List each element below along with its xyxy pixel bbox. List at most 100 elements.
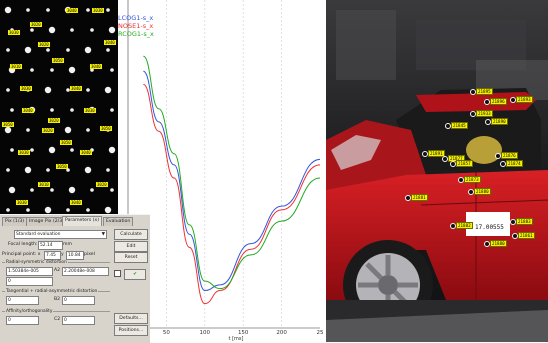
displacement-chart: 50 100 150 200 25 t [ms] LCOG1-s_x NOSE1-s_x…	[118, 0, 326, 342]
target-marker-dot	[405, 195, 411, 201]
target-marker-tag: 21933	[476, 110, 493, 117]
calibration-dot	[68, 66, 76, 74]
marker-tag: 3050	[100, 126, 112, 131]
calibration-dot	[106, 168, 110, 172]
c2-field[interactable]: 0	[62, 316, 95, 325]
x-tick-label: 100	[200, 330, 211, 336]
a3-field[interactable]: 0	[6, 277, 53, 286]
evaluation-select[interactable]: Standard evaluation ▼	[14, 230, 107, 239]
target-marker-tag: 21895	[476, 88, 493, 95]
c1-field[interactable]: 0	[6, 316, 39, 325]
principal-point-y-field[interactable]: 10.84	[66, 251, 84, 260]
marker-tag: 3040	[90, 64, 102, 69]
marker-tag: 3030	[92, 8, 104, 13]
a2-field[interactable]: 2.20048e-008	[62, 267, 109, 276]
tangential-distortion-title: Tangential + radial-asymmetric distortio…	[5, 289, 99, 294]
calibration-dot	[48, 26, 56, 34]
b2-label: B2	[54, 297, 61, 302]
calibration-dot	[86, 208, 90, 212]
calibration-dot	[10, 108, 14, 112]
checkbox[interactable]	[114, 270, 121, 277]
marker-tag: 3040	[70, 200, 82, 205]
calibration-dot	[50, 188, 54, 192]
target-marker-tag: 21882	[456, 222, 473, 229]
calibration-dot	[90, 188, 94, 192]
calibration-dot	[110, 68, 114, 72]
calibration-image: 3040 3030 3020 3010 3050 3040 3030 3040 3020 3030…	[0, 0, 122, 220]
calibration-dot	[106, 48, 110, 52]
apply-check-button[interactable]: ✔	[124, 269, 146, 280]
target-marker-tag: 21874	[506, 160, 523, 167]
defaults-button[interactable]: Defaults...	[114, 313, 148, 324]
tab-pix[interactable]: Pix (1/3)	[2, 217, 28, 226]
calculate-button[interactable]: Calculate	[114, 229, 148, 240]
calibration-target-board	[0, 0, 122, 220]
target-marker-tag: 21857	[456, 160, 473, 167]
edit-button[interactable]: Edit	[114, 241, 148, 252]
tangential-distortion-group: Tangential + radial-asymmetric distortio…	[2, 289, 110, 294]
radial-distortion-group: Radial-symmetric distortion	[2, 260, 110, 265]
target-marker-dot	[495, 153, 501, 159]
b1-field[interactable]: 0	[6, 296, 39, 305]
calibration-dot	[26, 128, 30, 132]
x-axis-label: t [ms]	[229, 336, 244, 342]
legend-item-lcog: LCOG1-s_x	[118, 14, 154, 22]
target-marker-tag: 21873	[464, 176, 481, 183]
target-marker-dot	[510, 97, 516, 103]
target-marker-dot	[450, 161, 456, 167]
marker-tag: 3040	[22, 108, 34, 113]
marker-tag: 3020	[96, 182, 108, 187]
checkmark-icon: ✔	[133, 272, 137, 277]
target-marker-dot	[500, 161, 506, 167]
target-marker-dot	[484, 241, 490, 247]
calibration-dot	[90, 28, 94, 32]
target-marker-dot	[512, 233, 518, 239]
a2-label: A2	[54, 268, 61, 273]
series-line-lcog1-s-x	[142, 70, 321, 292]
calibration-dot	[108, 146, 116, 154]
principal-point-x-field[interactable]: 7.45	[44, 251, 61, 260]
target-marker-dot	[450, 223, 456, 229]
reset-button[interactable]: Reset	[114, 252, 148, 263]
crash-test-photo: 17.00555 21893 21895 21896 21933 21845 21890 2…	[326, 0, 548, 342]
calibration-dot	[106, 8, 110, 12]
calibration-dot	[50, 68, 54, 72]
target-marker-dot	[485, 119, 491, 125]
calibration-dot	[68, 186, 76, 194]
evaluation-select-value: Standard evaluation	[16, 232, 61, 237]
calibration-dot	[6, 88, 10, 92]
marker-tag: 3050	[52, 58, 64, 63]
positions-button[interactable]: Positions...	[114, 325, 148, 336]
target-marker-dot	[470, 89, 476, 95]
marker-tag: 3030	[16, 200, 28, 205]
marker-tag: 3040	[66, 8, 78, 13]
x-tick-label: 200	[276, 330, 287, 336]
target-marker-tag: 21896	[490, 98, 507, 105]
a1-field[interactable]: 1.50384e-005	[6, 267, 53, 276]
marker-tag: 3030	[20, 86, 32, 91]
calibration-dot	[24, 166, 32, 174]
calibration-dot	[46, 48, 50, 52]
target-marker-dot	[484, 99, 490, 105]
tab-image-pix[interactable]: Image Pix (2/3)	[26, 217, 67, 226]
target-marker-tag: 21883	[516, 218, 533, 225]
calibration-dot	[44, 86, 52, 94]
tab-parameters[interactable]: Parameters (x)	[62, 216, 103, 226]
calibration-dot	[86, 128, 90, 132]
calibration-dot	[86, 8, 90, 12]
legend-item-nose: NOSE1-s_x	[118, 22, 154, 30]
target-marker-tag: 21891	[428, 150, 445, 157]
tab-evaluation[interactable]: Evaluation	[103, 217, 134, 226]
focal-length-label: Focal length:	[8, 242, 38, 247]
series-line-rcog1-s-x	[142, 55, 321, 290]
calibration-dot	[6, 48, 10, 52]
target-marker-tag: 21861	[518, 232, 535, 239]
target-marker-tag: 21880	[490, 240, 507, 247]
focal-length-field[interactable]: 52.14	[38, 241, 63, 250]
calibration-dot	[86, 88, 90, 92]
b2-field[interactable]: 0	[62, 296, 95, 305]
crash-car-illustration	[326, 0, 548, 342]
calibration-dot	[110, 188, 114, 192]
calibration-dot	[64, 126, 72, 134]
chart-plot-area: 50 100 150 200 25 t [ms]	[118, 0, 326, 342]
